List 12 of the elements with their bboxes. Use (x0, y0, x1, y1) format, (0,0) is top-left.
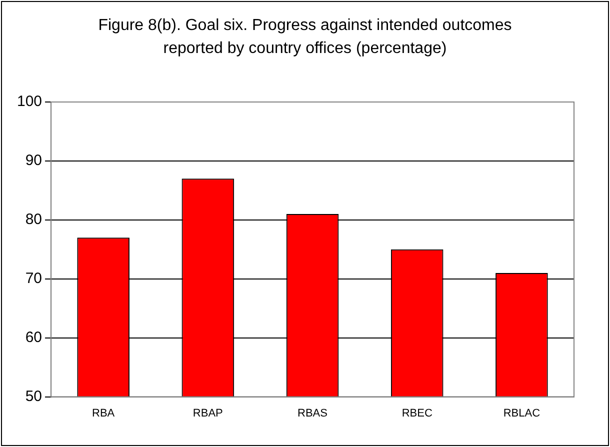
y-tick-label: 90 (25, 152, 42, 170)
y-tick-label: 60 (25, 328, 42, 346)
chart-title: Figure 8(b). Goal six. Progress against intended outcomes reported by country offices (percentage) (97, 16, 513, 59)
x-tick-label: RBEC (402, 407, 432, 420)
y-tick-label: 50 (25, 388, 42, 405)
x-tick-label: RBAS (298, 407, 328, 420)
x-tick-label: RBAP (192, 407, 223, 420)
x-tick-label: RBLAC (503, 407, 540, 420)
y-tick-label: 80 (25, 211, 42, 228)
y-tick-label: 70 (25, 270, 42, 288)
x-tick-label: RBA (92, 407, 116, 420)
y-tick-label: 100 (16, 93, 42, 110)
